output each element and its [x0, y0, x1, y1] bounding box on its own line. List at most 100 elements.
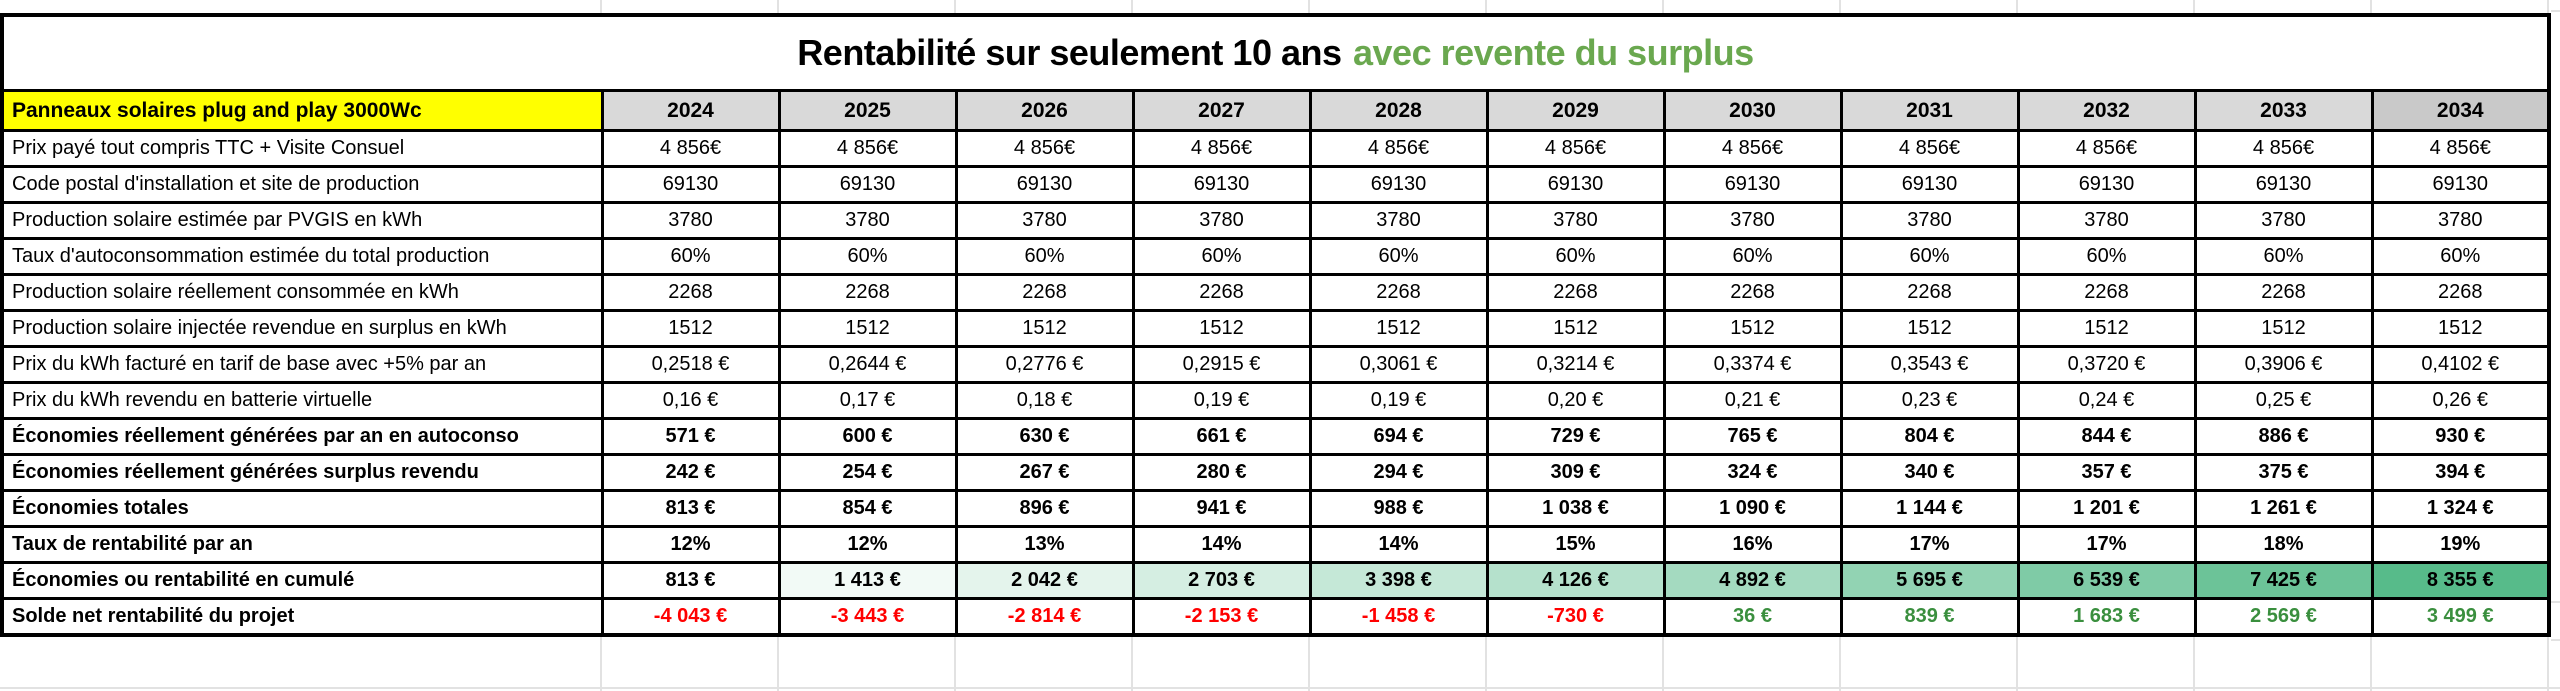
data-cell[interactable]: 3780: [1839, 201, 2020, 240]
row-label-cell[interactable]: Prix du kWh facturé en tarif de base ave…: [0, 345, 604, 384]
row-label-cell[interactable]: Prix du kWh revendu en batterie virtuell…: [0, 381, 604, 420]
data-cell[interactable]: 60%: [1662, 237, 1843, 276]
data-cell[interactable]: 0,3720 €: [2016, 345, 2197, 384]
data-cell[interactable]: -3 443 €: [777, 597, 958, 636]
data-cell[interactable]: 0,19 €: [1131, 381, 1312, 420]
data-cell[interactable]: 7 425 €: [2193, 561, 2374, 600]
data-cell[interactable]: 2268: [777, 273, 958, 312]
data-cell[interactable]: 4 856€: [600, 129, 781, 168]
data-cell[interactable]: 1 324 €: [2370, 489, 2551, 528]
year-header-2033[interactable]: 2033: [2193, 89, 2374, 132]
row-label-cell[interactable]: Solde net rentabilité du projet: [0, 597, 604, 636]
data-cell[interactable]: 1 038 €: [1485, 489, 1666, 528]
data-cell[interactable]: 1512: [1308, 309, 1489, 348]
data-cell[interactable]: 4 856€: [1662, 129, 1843, 168]
data-cell[interactable]: 60%: [1485, 237, 1666, 276]
data-cell[interactable]: 2268: [1662, 273, 1843, 312]
data-cell[interactable]: 12%: [777, 525, 958, 564]
data-cell[interactable]: 60%: [954, 237, 1135, 276]
data-cell[interactable]: 1 144 €: [1839, 489, 2020, 528]
data-cell[interactable]: 69130: [1662, 165, 1843, 204]
data-cell[interactable]: 1512: [1131, 309, 1312, 348]
data-cell[interactable]: 2268: [1485, 273, 1666, 312]
data-cell[interactable]: 69130: [2370, 165, 2551, 204]
data-cell[interactable]: 4 856€: [2193, 129, 2374, 168]
data-cell[interactable]: 2268: [954, 273, 1135, 312]
data-cell[interactable]: 0,16 €: [600, 381, 781, 420]
data-cell[interactable]: 340 €: [1839, 453, 2020, 492]
data-cell[interactable]: 0,24 €: [2016, 381, 2197, 420]
data-cell[interactable]: 3780: [2016, 201, 2197, 240]
data-cell[interactable]: 1512: [1662, 309, 1843, 348]
data-cell[interactable]: 324 €: [1662, 453, 1843, 492]
data-cell[interactable]: 394 €: [2370, 453, 2551, 492]
data-cell[interactable]: -4 043 €: [600, 597, 781, 636]
data-cell[interactable]: 60%: [2016, 237, 2197, 276]
data-cell[interactable]: 1512: [2193, 309, 2374, 348]
data-cell[interactable]: 630 €: [954, 417, 1135, 456]
data-cell[interactable]: 0,17 €: [777, 381, 958, 420]
data-cell[interactable]: 765 €: [1662, 417, 1843, 456]
year-header-2028[interactable]: 2028: [1308, 89, 1489, 132]
data-cell[interactable]: 69130: [1308, 165, 1489, 204]
data-cell[interactable]: 3780: [1308, 201, 1489, 240]
data-cell[interactable]: 3780: [1131, 201, 1312, 240]
data-cell[interactable]: 0,4102 €: [2370, 345, 2551, 384]
data-cell[interactable]: 12%: [600, 525, 781, 564]
data-cell[interactable]: 4 856€: [1839, 129, 2020, 168]
data-cell[interactable]: 2 703 €: [1131, 561, 1312, 600]
year-header-2025[interactable]: 2025: [777, 89, 958, 132]
data-cell[interactable]: 2268: [2193, 273, 2374, 312]
data-cell[interactable]: 2268: [1839, 273, 2020, 312]
data-cell[interactable]: 19%: [2370, 525, 2551, 564]
data-cell[interactable]: 1 683 €: [2016, 597, 2197, 636]
data-cell[interactable]: 0,2518 €: [600, 345, 781, 384]
data-cell[interactable]: 8 355 €: [2370, 561, 2551, 600]
data-cell[interactable]: 886 €: [2193, 417, 2374, 456]
data-cell[interactable]: 3780: [1485, 201, 1666, 240]
data-cell[interactable]: 3780: [777, 201, 958, 240]
data-cell[interactable]: 2268: [1308, 273, 1489, 312]
row-label-cell[interactable]: Taux de rentabilité par an: [0, 525, 604, 564]
data-cell[interactable]: 1512: [1839, 309, 2020, 348]
year-header-2032[interactable]: 2032: [2016, 89, 2197, 132]
data-cell[interactable]: 0,25 €: [2193, 381, 2374, 420]
data-cell[interactable]: 1 201 €: [2016, 489, 2197, 528]
data-cell[interactable]: 2268: [2016, 273, 2197, 312]
data-cell[interactable]: 375 €: [2193, 453, 2374, 492]
data-cell[interactable]: 69130: [1839, 165, 2020, 204]
data-cell[interactable]: 0,26 €: [2370, 381, 2551, 420]
data-cell[interactable]: -1 458 €: [1308, 597, 1489, 636]
data-cell[interactable]: 729 €: [1485, 417, 1666, 456]
data-cell[interactable]: 0,18 €: [954, 381, 1135, 420]
row-label-cell[interactable]: Code postal d'installation et site de pr…: [0, 165, 604, 204]
data-cell[interactable]: 17%: [1839, 525, 2020, 564]
data-cell[interactable]: 896 €: [954, 489, 1135, 528]
data-cell[interactable]: 69130: [1485, 165, 1666, 204]
data-cell[interactable]: 3780: [600, 201, 781, 240]
data-cell[interactable]: 15%: [1485, 525, 1666, 564]
data-cell[interactable]: -2 153 €: [1131, 597, 1312, 636]
data-cell[interactable]: 1 090 €: [1662, 489, 1843, 528]
data-cell[interactable]: -730 €: [1485, 597, 1666, 636]
row-label-cell[interactable]: Économies réellement générées surplus re…: [0, 453, 604, 492]
data-cell[interactable]: 242 €: [600, 453, 781, 492]
data-cell[interactable]: 0,3061 €: [1308, 345, 1489, 384]
data-cell[interactable]: 1512: [600, 309, 781, 348]
data-cell[interactable]: 4 856€: [954, 129, 1135, 168]
data-cell[interactable]: 854 €: [777, 489, 958, 528]
data-cell[interactable]: 0,3906 €: [2193, 345, 2374, 384]
data-cell[interactable]: 4 892 €: [1662, 561, 1843, 600]
data-cell[interactable]: 4 856€: [2016, 129, 2197, 168]
row-label-cell[interactable]: Production solaire injectée revendue en …: [0, 309, 604, 348]
row-label-cell[interactable]: Prix payé tout compris TTC + Visite Cons…: [0, 129, 604, 168]
data-cell[interactable]: 60%: [600, 237, 781, 276]
year-header-2027[interactable]: 2027: [1131, 89, 1312, 132]
row-label-cell[interactable]: Économies réellement générées par an en …: [0, 417, 604, 456]
data-cell[interactable]: 0,21 €: [1662, 381, 1843, 420]
data-cell[interactable]: 13%: [954, 525, 1135, 564]
row-label-cell[interactable]: Production solaire estimée par PVGIS en …: [0, 201, 604, 240]
year-header-2024[interactable]: 2024: [600, 89, 781, 132]
data-cell[interactable]: 357 €: [2016, 453, 2197, 492]
data-cell[interactable]: -2 814 €: [954, 597, 1135, 636]
